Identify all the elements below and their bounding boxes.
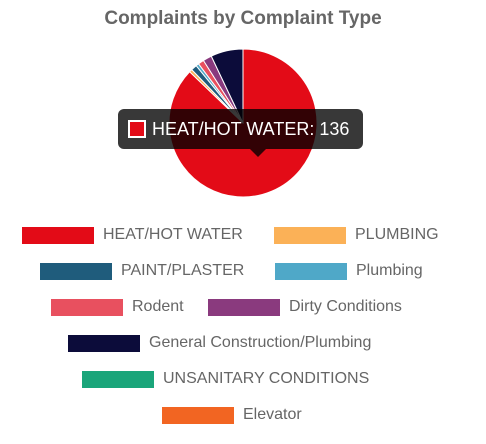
legend-label: Dirty Conditions: [289, 298, 402, 315]
legend-item-paint-plaster[interactable]: PAINT/PLASTER: [40, 261, 244, 281]
legend-swatch: [40, 262, 112, 280]
legend-label: PAINT/PLASTER: [121, 262, 245, 279]
pie-slice-general-construction-plumbing[interactable]: [210, 48, 244, 124]
legend-label: PLUMBING: [355, 226, 439, 243]
legend-item-rodent[interactable]: Rodent: [51, 297, 184, 317]
tooltip-text: HEAT/HOT WATER: 136: [152, 118, 350, 139]
legend-item-plumbing[interactable]: Plumbing: [275, 261, 423, 281]
legend-swatch: [68, 334, 140, 352]
legend-item-general-construction-plumbing[interactable]: General Construction/Plumbing: [68, 333, 371, 353]
legend-swatch: [51, 298, 123, 316]
legend-item-plumbing[interactable]: PLUMBING: [274, 225, 439, 245]
legend-label: General Construction/Plumbing: [149, 334, 372, 351]
legend-item-dirty-conditions[interactable]: Dirty Conditions: [208, 297, 402, 317]
legend-swatch: [275, 262, 347, 280]
legend-swatch: [82, 370, 154, 388]
tooltip-arrow: [250, 149, 266, 157]
legend-label: Elevator: [243, 406, 302, 423]
legend-label: UNSANITARY CONDITIONS: [163, 370, 370, 387]
legend-item-heat-hot-water[interactable]: HEAT/HOT WATER: [22, 225, 243, 245]
legend-item-elevator[interactable]: Elevator: [162, 405, 302, 425]
legend-swatch: [162, 406, 234, 424]
legend-label: HEAT/HOT WATER: [103, 226, 243, 243]
legend-label: Rodent: [132, 298, 184, 315]
legend-label: Plumbing: [356, 262, 423, 279]
tooltip-swatch: [128, 120, 146, 138]
legend-swatch: [208, 298, 280, 316]
chart-title: Complaints by Complaint Type: [104, 8, 382, 29]
legend-swatch: [274, 226, 346, 244]
legend-swatch: [22, 226, 94, 244]
legend-item-unsanitary-conditions[interactable]: UNSANITARY CONDITIONS: [82, 369, 369, 389]
tooltip: HEAT/HOT WATER: 136: [118, 109, 364, 149]
